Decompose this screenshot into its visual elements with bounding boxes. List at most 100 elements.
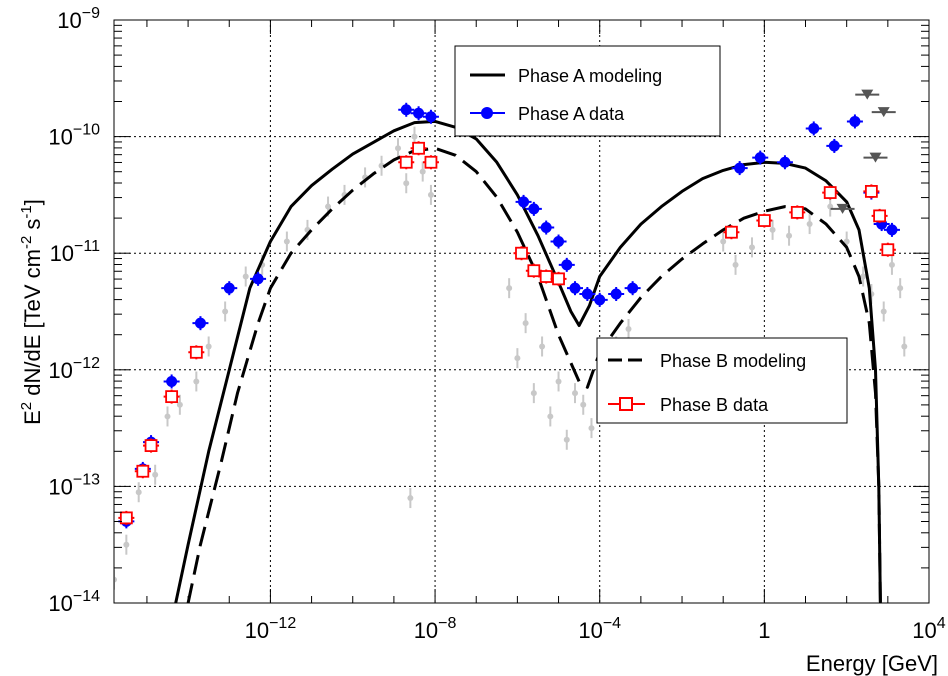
y-axis-label: E2 dN/dE [TeV cm-2 s-1] bbox=[18, 199, 45, 425]
phase-b-point bbox=[873, 209, 887, 223]
phase-a-point bbox=[166, 375, 178, 387]
phase-b-point bbox=[881, 243, 895, 257]
phase-b-point bbox=[757, 214, 771, 227]
archival-point bbox=[176, 401, 183, 408]
phase-b-point bbox=[552, 272, 565, 286]
legend-label-phase-b-data: Phase B data bbox=[660, 395, 769, 415]
phase-b-point bbox=[136, 464, 150, 478]
phase-a-point bbox=[754, 152, 766, 164]
archival-point bbox=[407, 495, 414, 502]
phase-a-point bbox=[425, 111, 437, 123]
archival-point bbox=[403, 180, 410, 187]
phase-b-point bbox=[399, 155, 413, 169]
x-axis-label: Energy [GeV] bbox=[806, 651, 938, 676]
legend-label-phase-a-data: Phase A data bbox=[518, 104, 625, 124]
x-tick-label: 104 bbox=[912, 615, 945, 643]
y-tick-labels: 10−14 10−13 10−12 10−11 10−10 10−9 bbox=[48, 5, 100, 616]
phase-b-point bbox=[165, 390, 179, 404]
legend-label-phase-a-modeling: Phase A modeling bbox=[518, 66, 662, 86]
phase-b-point bbox=[424, 155, 438, 169]
legend-phase-a: Phase A modeling Phase A data bbox=[454, 45, 721, 137]
archival-point bbox=[843, 238, 850, 245]
phase-b-point bbox=[725, 225, 738, 239]
legend-box bbox=[454, 45, 721, 137]
phase-a-point bbox=[594, 294, 606, 306]
archival-point bbox=[563, 436, 570, 443]
archival-point bbox=[427, 191, 434, 198]
archival-point bbox=[749, 244, 756, 251]
phase-a-point bbox=[540, 222, 552, 234]
phase-b-point bbox=[412, 141, 425, 155]
archival-point bbox=[539, 343, 546, 350]
x-tick-labels: 10−12 10−8 10−4 1 104 bbox=[245, 615, 946, 643]
phase-a-point bbox=[886, 224, 898, 236]
y-tick-label: 10−11 bbox=[50, 238, 101, 266]
phase-a-point bbox=[518, 196, 530, 208]
phase-b-point bbox=[864, 185, 878, 198]
phase-a-model-curve bbox=[174, 119, 882, 603]
phase-a-point bbox=[413, 107, 425, 119]
upper-limit-point bbox=[861, 89, 874, 100]
phase-a-point bbox=[828, 140, 840, 152]
phase-a-point bbox=[581, 288, 593, 300]
archival-point bbox=[547, 413, 554, 420]
archival-point bbox=[395, 145, 402, 152]
model-curves-layer bbox=[174, 119, 882, 603]
archival-point bbox=[786, 232, 793, 239]
phase-a-point bbox=[561, 259, 573, 271]
archival-point bbox=[901, 343, 908, 350]
y-tick-label: 10−12 bbox=[48, 355, 100, 383]
archival-point bbox=[888, 261, 895, 268]
measured-data-layer bbox=[118, 89, 900, 529]
archival-point bbox=[588, 425, 595, 432]
archival-point bbox=[514, 355, 521, 362]
phase-a-point bbox=[252, 273, 264, 285]
archival-point bbox=[769, 226, 776, 233]
upper-limit-point bbox=[836, 203, 849, 214]
archival-point bbox=[506, 285, 513, 292]
archival-point bbox=[897, 285, 904, 292]
archival-point bbox=[580, 401, 587, 408]
phase-b-model-curve bbox=[186, 146, 882, 603]
archival-point bbox=[860, 273, 867, 280]
phase-a-point bbox=[400, 104, 412, 116]
archival-point bbox=[242, 273, 249, 280]
archival-point bbox=[522, 320, 529, 327]
phase-b-point bbox=[527, 264, 541, 278]
phase-a-point bbox=[610, 288, 622, 300]
archival-point bbox=[114, 576, 117, 583]
archival-point bbox=[806, 221, 813, 228]
y-tick-label: 10−13 bbox=[48, 471, 100, 499]
archival-point bbox=[378, 162, 385, 169]
phase-a-point bbox=[528, 203, 540, 215]
upper-limit-point bbox=[877, 107, 890, 118]
phase-a-point bbox=[194, 317, 206, 329]
phase-b-point bbox=[119, 511, 133, 525]
x-tick-label: 10−4 bbox=[578, 615, 621, 643]
x-tick-label: 10−8 bbox=[414, 615, 457, 643]
archival-point bbox=[732, 261, 739, 268]
archival-point bbox=[880, 308, 887, 315]
phase-a-point bbox=[627, 282, 639, 294]
upper-limit-point bbox=[869, 152, 882, 163]
phase-a-point bbox=[779, 156, 791, 168]
phase-b-point bbox=[144, 439, 158, 452]
archival-point bbox=[205, 343, 212, 350]
y-tick-label: 10−9 bbox=[57, 5, 100, 33]
y-tick-label: 10−14 bbox=[48, 588, 100, 616]
legend-phase-b: Phase B modeling Phase B data bbox=[596, 337, 848, 424]
phase-a-point bbox=[849, 115, 861, 127]
archival-point bbox=[419, 168, 426, 175]
legend-label-phase-b-modeling: Phase B modeling bbox=[660, 351, 806, 371]
archival-point bbox=[222, 308, 229, 315]
legend-box bbox=[596, 337, 848, 424]
phase-a-point bbox=[808, 122, 820, 134]
archival-point bbox=[283, 238, 290, 245]
archival-point bbox=[152, 471, 159, 478]
archival-point bbox=[193, 378, 200, 385]
phase-b-point bbox=[189, 345, 203, 359]
phase-b-point bbox=[823, 186, 837, 199]
x-tick-label: 1 bbox=[758, 618, 770, 643]
x-tick-label: 10−12 bbox=[245, 615, 297, 643]
